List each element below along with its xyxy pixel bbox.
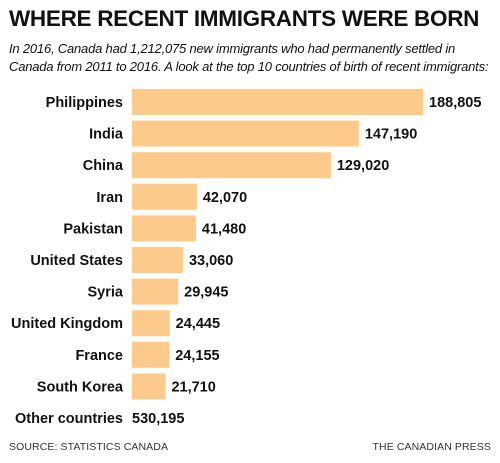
value-label: 41,480 (202, 221, 246, 237)
bar (132, 152, 331, 179)
other-countries-value: 530,195 (132, 411, 184, 427)
bar (132, 89, 423, 115)
category-label: Philippines (46, 95, 123, 111)
category-label: Syria (88, 285, 124, 301)
bar (132, 247, 183, 273)
chart-title: WHERE RECENT IMMIGRANTS WERE BORN (9, 6, 480, 31)
value-label: 129,020 (337, 158, 389, 174)
source-note: SOURCE: STATISTICS CANADA (9, 441, 169, 453)
category-label: United Kingdom (11, 316, 123, 332)
value-label: 29,945 (184, 285, 228, 301)
bar-chart: Philippines 188,805 India 147,190 China 129,0… (11, 89, 481, 427)
value-label: 24,445 (176, 316, 220, 332)
value-label: 24,155 (175, 348, 219, 364)
category-label: India (89, 127, 124, 143)
category-label: South Korea (37, 379, 124, 395)
chart-subtitle: In 2016, Canada had 1,212,075 new immigr… (9, 41, 489, 74)
category-label: Iran (96, 190, 123, 206)
other-countries-label: Other countries (15, 411, 123, 427)
value-label: 21,710 (171, 379, 215, 395)
value-label: 42,070 (203, 190, 247, 206)
credit-note: THE CANADIAN PRESS (372, 441, 491, 453)
bar (132, 373, 166, 400)
category-label: China (83, 158, 124, 174)
value-label: 147,190 (365, 127, 417, 143)
bar (132, 278, 179, 305)
bar (132, 310, 170, 337)
category-label: France (75, 348, 123, 364)
value-label: 188,805 (429, 95, 481, 111)
category-label: Pakistan (63, 221, 123, 237)
bar (132, 215, 196, 242)
bar (132, 183, 197, 210)
bar (132, 341, 170, 368)
category-label: United States (30, 253, 123, 269)
bar (132, 120, 359, 147)
value-label: 33,060 (189, 253, 233, 269)
